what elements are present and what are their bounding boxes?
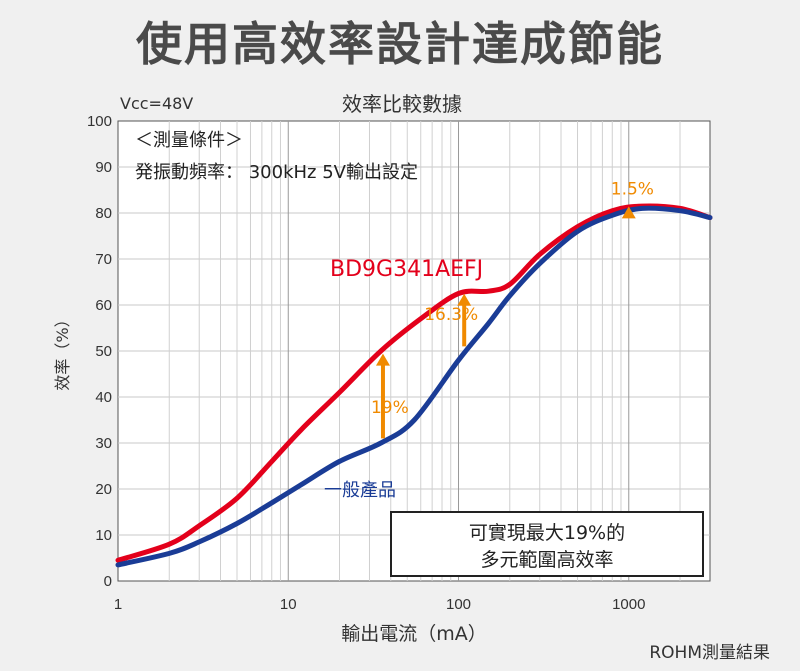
annotation-arrowhead (375, 353, 390, 366)
x-tick-label: 1000 (612, 596, 645, 613)
x-tick-label: 100 (446, 596, 471, 613)
highlight-box: 可實現最大19%的 多元範圍高效率 (390, 511, 704, 577)
page-title: 使用高效率設計達成節能 (136, 17, 664, 71)
annotations: 19% 16.3% 1.5% (371, 179, 654, 439)
y-tick-label: 40 (95, 389, 112, 406)
annotation-arrowhead (457, 293, 472, 306)
vcc-label: Vcc=48V (120, 94, 193, 113)
series-line-general-product (115, 205, 713, 568)
x-tick-label: 10 (280, 596, 297, 613)
conditions-line: 発振動頻率： 300kHz 5V輸出設定 (135, 162, 418, 183)
y-tick-label: 20 (95, 481, 112, 498)
y-tick-label: 70 (95, 251, 112, 268)
conditions-heading: ＜測量條件＞ (135, 130, 243, 151)
series-label-bd9g341aefj: BD9G341AEFJ (330, 257, 483, 282)
annotation-label: 16.3% (424, 305, 478, 325)
annotation-arrowhead (621, 206, 636, 219)
series-line-bd9g341aefj (115, 203, 713, 563)
x-tick-label: 1 (114, 596, 122, 613)
source-note: ROHM測量結果 (649, 643, 770, 663)
highlight-line-2: 多元範圍高效率 (480, 549, 613, 571)
x-axis-label: 輸出電流（mA） (341, 623, 487, 645)
y-tick-label: 10 (95, 527, 112, 544)
y-tick-label: 90 (95, 159, 112, 176)
y-tick-label: 50 (95, 343, 112, 360)
y-tick-label: 0 (104, 573, 112, 590)
y-tick-label: 100 (87, 113, 112, 130)
x-axis-ticks: 1 10 100 1000 (114, 596, 646, 613)
highlight-line-1: 可實現最大19%的 (469, 522, 625, 544)
annotation-label: 1.5% (611, 179, 654, 199)
y-tick-label: 30 (95, 435, 112, 452)
chart-title: 效率比較數據 (342, 92, 462, 116)
y-tick-label: 60 (95, 297, 112, 314)
y-axis-label: 效率（%） (53, 311, 72, 390)
series-label-general-product: 一般產品 (324, 480, 396, 501)
conditions-box: ＜測量條件＞ 発振動頻率： 300kHz 5V輸出設定 (135, 130, 418, 183)
annotation-label: 19% (371, 398, 409, 418)
y-axis-ticks: 0 10 20 30 40 50 60 70 80 90 100 (87, 113, 112, 590)
y-tick-label: 80 (95, 205, 112, 222)
grid-lines (118, 121, 710, 581)
